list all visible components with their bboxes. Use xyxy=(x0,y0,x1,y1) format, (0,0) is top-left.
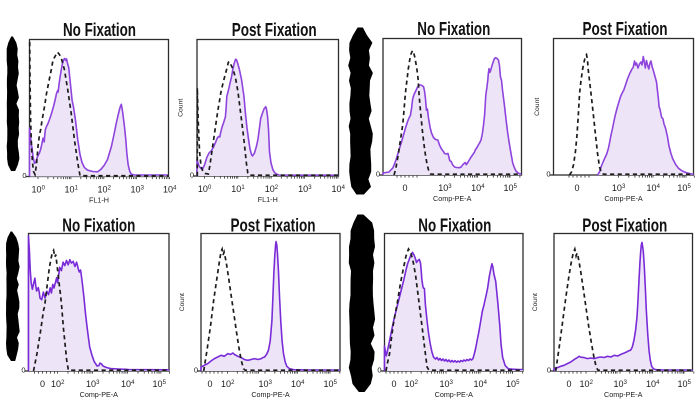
svg-text:0: 0 xyxy=(402,183,407,193)
svg-text:10: 10 xyxy=(471,183,481,193)
svg-text:4: 4 xyxy=(481,184,485,190)
svg-text:10: 10 xyxy=(678,379,688,389)
svg-text:Post Fixation: Post Fixation xyxy=(582,216,667,236)
svg-text:10: 10 xyxy=(506,379,516,389)
svg-text:Comp-PE-A: Comp-PE-A xyxy=(604,390,643,399)
svg-text:Comp-PE-A: Comp-PE-A xyxy=(604,194,643,203)
svg-text:4: 4 xyxy=(656,380,660,386)
svg-text:FL1-H: FL1-H xyxy=(258,195,278,204)
svg-text:10: 10 xyxy=(163,185,173,195)
svg-text:0: 0 xyxy=(190,171,194,180)
svg-text:10: 10 xyxy=(231,184,241,194)
svg-text:No Fixation: No Fixation xyxy=(62,216,135,236)
svg-text:Count: Count xyxy=(178,99,185,117)
svg-text:2: 2 xyxy=(590,380,594,386)
svg-text:0: 0 xyxy=(40,379,45,389)
svg-text:5: 5 xyxy=(688,184,692,190)
svg-text:FL1-H: FL1-H xyxy=(89,196,109,205)
svg-text:10: 10 xyxy=(86,379,96,389)
svg-text:10: 10 xyxy=(677,183,687,193)
svg-text:1: 1 xyxy=(241,185,245,191)
svg-text:10: 10 xyxy=(291,379,301,389)
svg-text:10: 10 xyxy=(298,184,308,194)
svg-text:4: 4 xyxy=(301,380,305,386)
svg-text:10: 10 xyxy=(131,185,141,195)
svg-text:0: 0 xyxy=(546,170,550,179)
svg-text:No Fixation: No Fixation xyxy=(417,19,490,39)
svg-text:No Fixation: No Fixation xyxy=(418,216,491,236)
svg-text:5: 5 xyxy=(514,184,518,190)
svg-text:10: 10 xyxy=(405,379,415,389)
svg-text:Count: Count xyxy=(532,293,539,311)
svg-text:0: 0 xyxy=(574,183,579,193)
svg-text:Comp-PE-A: Comp-PE-A xyxy=(433,194,472,203)
svg-text:0: 0 xyxy=(22,171,26,180)
svg-text:5: 5 xyxy=(334,380,338,386)
svg-text:4: 4 xyxy=(131,380,135,386)
svg-text:10: 10 xyxy=(504,183,514,193)
svg-text:4: 4 xyxy=(342,185,346,191)
svg-text:10: 10 xyxy=(98,185,108,195)
svg-text:10: 10 xyxy=(332,184,342,194)
svg-text:0: 0 xyxy=(566,379,571,389)
svg-text:2: 2 xyxy=(61,380,65,386)
svg-text:Count: Count xyxy=(534,98,541,116)
svg-text:3: 3 xyxy=(269,380,273,386)
svg-text:0: 0 xyxy=(42,185,46,191)
svg-text:5: 5 xyxy=(688,380,692,386)
svg-text:2: 2 xyxy=(275,185,279,191)
svg-text:4: 4 xyxy=(484,380,488,386)
svg-text:10: 10 xyxy=(438,183,448,193)
svg-text:5: 5 xyxy=(516,380,520,386)
svg-text:Post Fixation: Post Fixation xyxy=(232,20,317,40)
svg-text:0: 0 xyxy=(377,366,381,375)
svg-text:0: 0 xyxy=(547,366,551,375)
svg-text:10: 10 xyxy=(580,379,590,389)
svg-text:10: 10 xyxy=(647,183,657,193)
svg-text:10: 10 xyxy=(614,379,624,389)
svg-text:10: 10 xyxy=(51,379,61,389)
svg-text:3: 3 xyxy=(141,185,145,191)
svg-text:1: 1 xyxy=(75,185,79,191)
svg-text:0: 0 xyxy=(207,379,212,389)
svg-text:10: 10 xyxy=(198,184,208,194)
svg-text:10: 10 xyxy=(646,379,656,389)
svg-text:10: 10 xyxy=(121,379,131,389)
svg-text:Post Fixation: Post Fixation xyxy=(231,216,316,236)
svg-text:10: 10 xyxy=(265,184,275,194)
svg-text:5: 5 xyxy=(163,380,167,386)
svg-text:3: 3 xyxy=(624,380,628,386)
svg-text:No Fixation: No Fixation xyxy=(63,20,136,40)
svg-text:4: 4 xyxy=(657,184,661,190)
svg-text:10: 10 xyxy=(440,379,450,389)
svg-text:3: 3 xyxy=(96,380,100,386)
svg-text:10: 10 xyxy=(324,379,334,389)
svg-text:10: 10 xyxy=(612,183,622,193)
svg-text:10: 10 xyxy=(259,379,269,389)
svg-text:0: 0 xyxy=(194,366,198,375)
svg-text:10: 10 xyxy=(474,379,484,389)
svg-text:Post Fixation: Post Fixation xyxy=(583,19,668,39)
svg-text:10: 10 xyxy=(153,379,163,389)
svg-text:4: 4 xyxy=(173,185,177,191)
svg-text:0: 0 xyxy=(391,379,396,389)
svg-text:2: 2 xyxy=(231,380,235,386)
svg-text:0: 0 xyxy=(208,185,212,191)
svg-text:Comp-PE-A: Comp-PE-A xyxy=(80,390,119,399)
svg-text:Count: Count xyxy=(179,293,186,311)
svg-text:0: 0 xyxy=(21,366,25,375)
svg-text:3: 3 xyxy=(450,380,454,386)
svg-text:10: 10 xyxy=(32,185,42,195)
svg-text:Comp-PE-A: Comp-PE-A xyxy=(435,390,474,399)
svg-text:Comp-PE-A: Comp-PE-A xyxy=(251,390,290,399)
svg-text:2: 2 xyxy=(108,185,112,191)
svg-text:0: 0 xyxy=(376,170,380,179)
svg-text:10: 10 xyxy=(221,379,231,389)
svg-text:3: 3 xyxy=(308,185,312,191)
svg-text:10: 10 xyxy=(65,185,75,195)
svg-text:2: 2 xyxy=(415,380,419,386)
svg-text:3: 3 xyxy=(622,184,626,190)
svg-text:3: 3 xyxy=(448,184,452,190)
